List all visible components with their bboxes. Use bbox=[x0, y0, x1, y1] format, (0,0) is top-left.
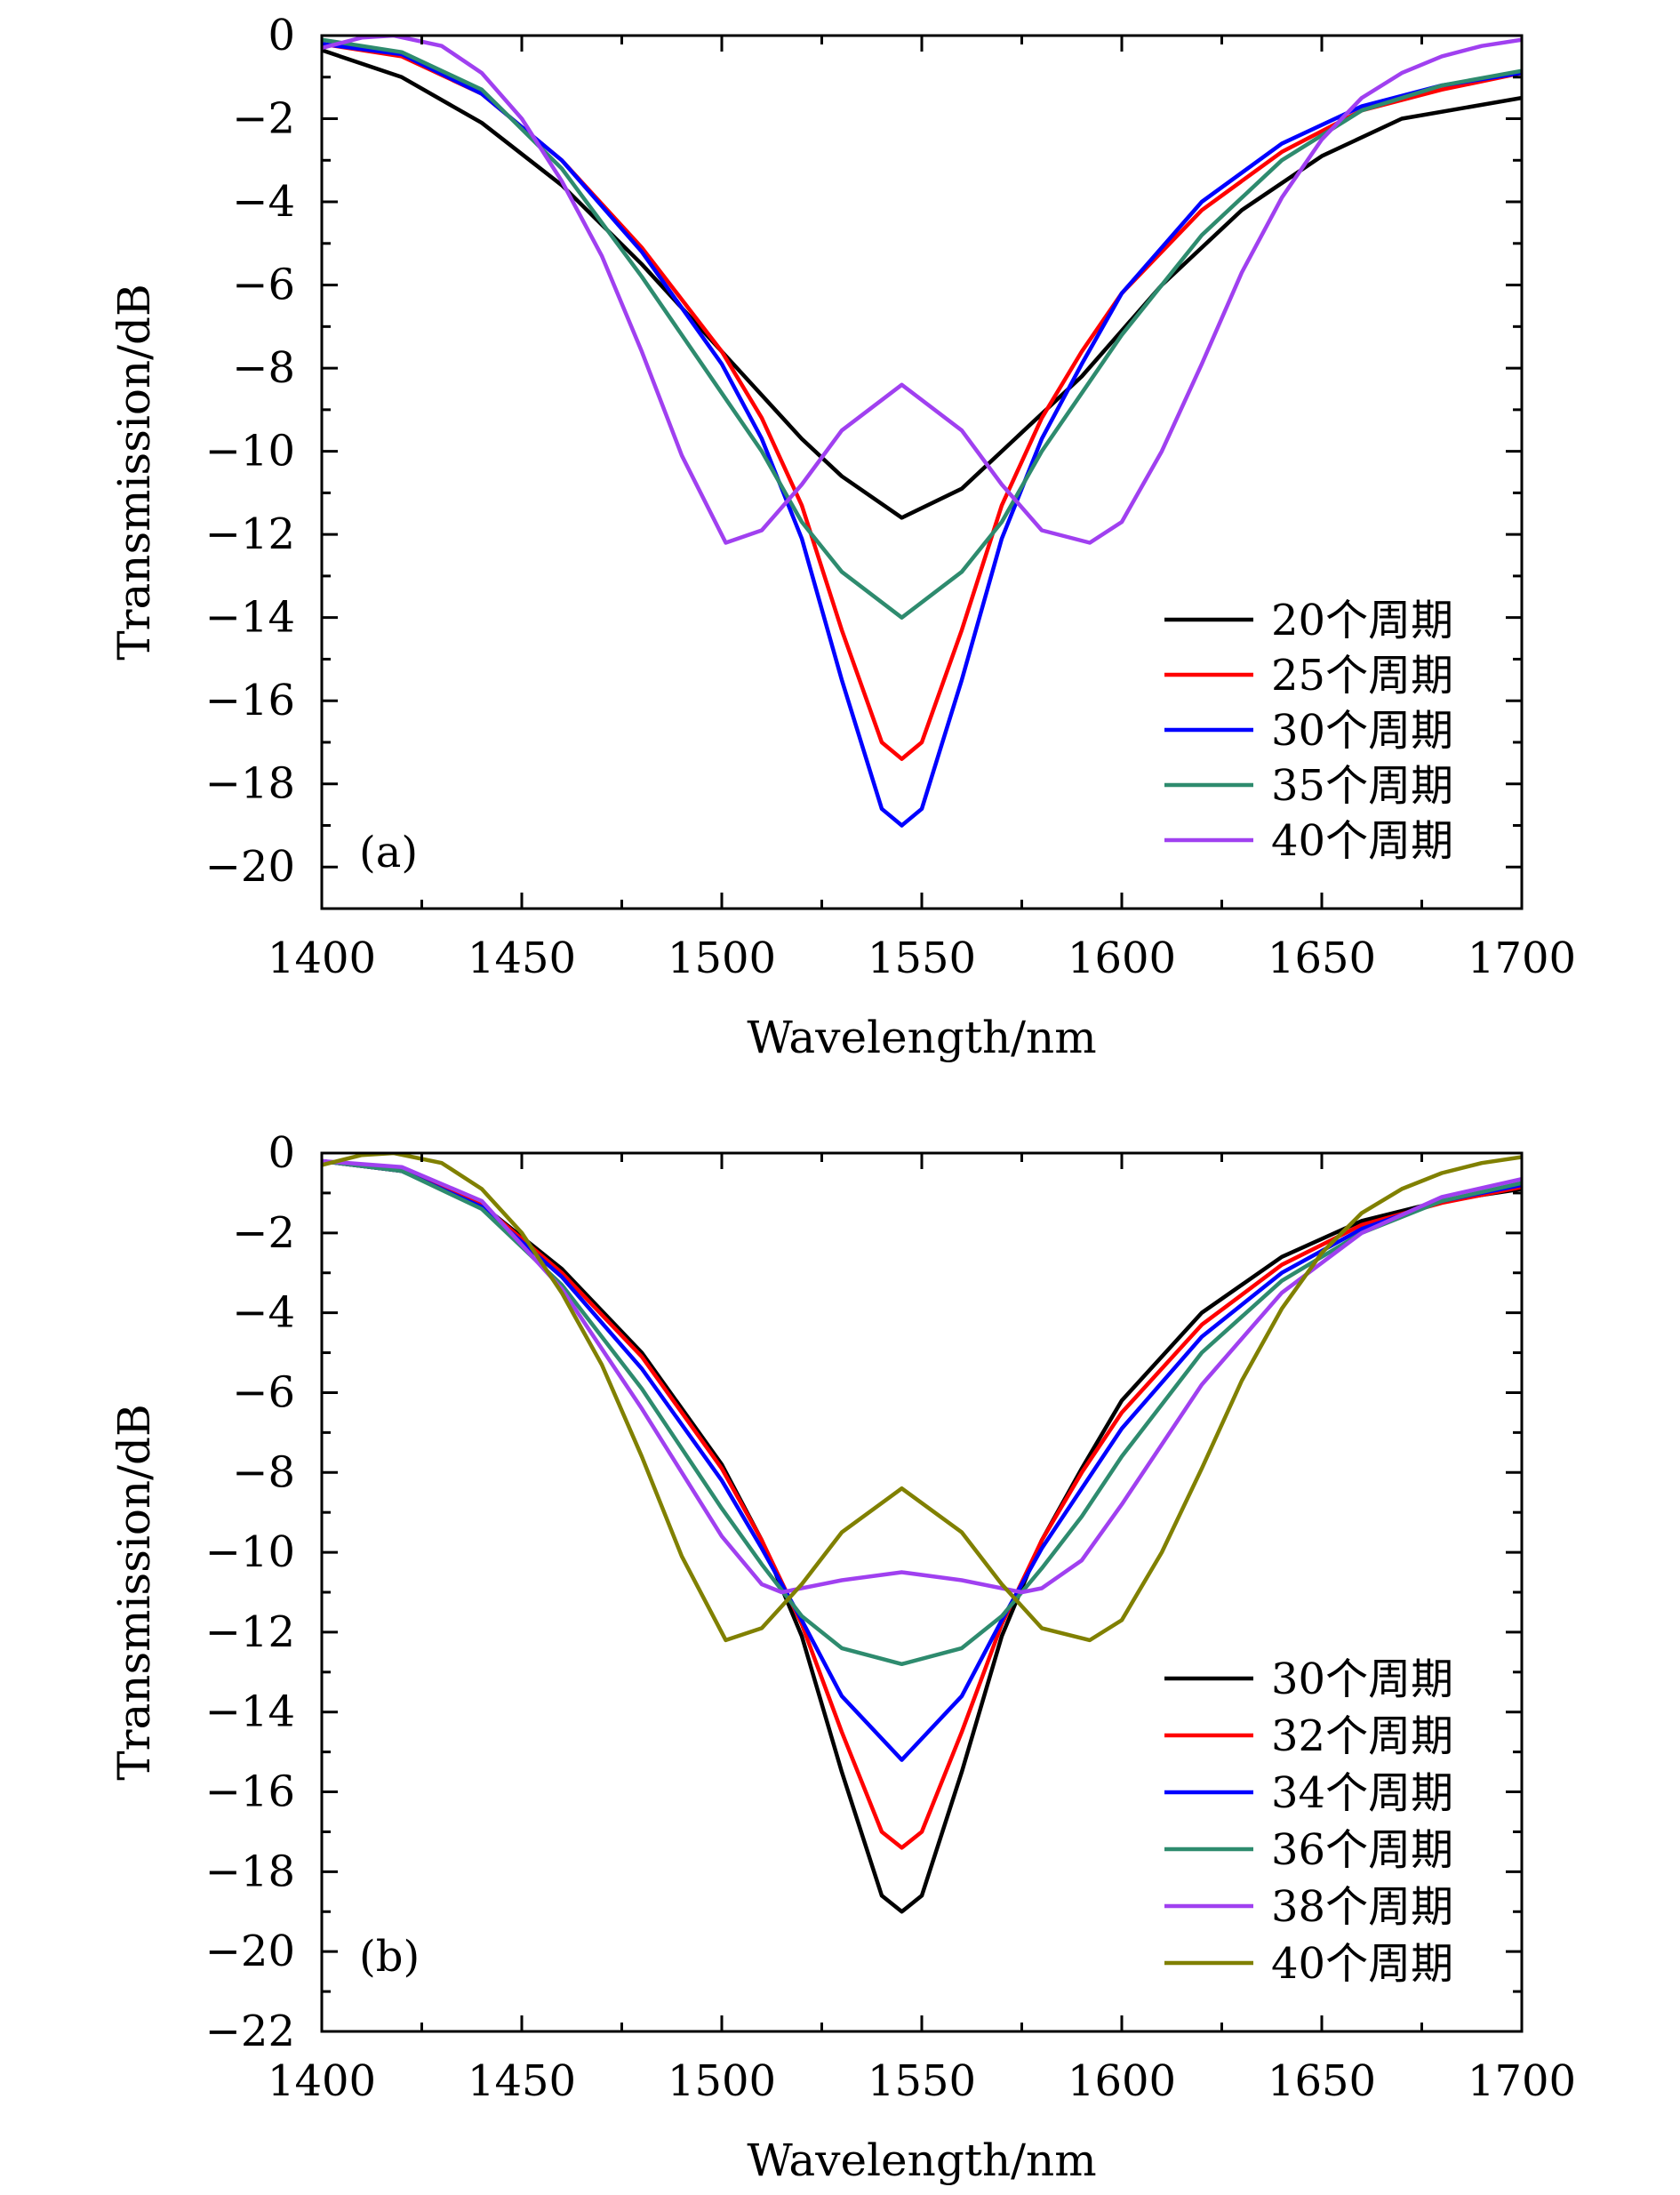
x-tick-label: 1650 bbox=[1268, 933, 1376, 983]
y-tick-label: −8 bbox=[232, 1447, 295, 1497]
y-tick-label: −16 bbox=[205, 676, 295, 725]
series-line-5 bbox=[322, 36, 1522, 545]
y-tick-label: −4 bbox=[232, 177, 295, 227]
y-tick-label: −14 bbox=[205, 1687, 295, 1737]
series-line-2 bbox=[322, 1158, 1522, 1850]
series-line-3 bbox=[322, 42, 1522, 828]
series-line-6 bbox=[322, 1153, 1522, 1643]
x-tick-label: 1600 bbox=[1068, 933, 1176, 983]
y-tick-label: −18 bbox=[205, 759, 295, 809]
x-tick-label: 1650 bbox=[1268, 2056, 1376, 2106]
legend-label: 25个周期 bbox=[1271, 651, 1453, 701]
x-tick-label: 1400 bbox=[268, 933, 376, 983]
legend-label: 34个周期 bbox=[1271, 1768, 1453, 1818]
panel-label: (b) bbox=[359, 1932, 420, 1982]
y-tick-label: −10 bbox=[205, 1527, 295, 1577]
y-tick-label: 0 bbox=[268, 11, 295, 60]
y-tick-label: 0 bbox=[268, 1128, 295, 1178]
y-tick-label: −12 bbox=[205, 509, 295, 559]
series-line-5 bbox=[322, 1158, 1522, 1595]
series-lines bbox=[322, 1153, 1522, 1914]
x-tick-label: 1400 bbox=[268, 2056, 376, 2106]
y-tick-label: −14 bbox=[205, 593, 295, 643]
y-tick-label: −2 bbox=[232, 94, 295, 144]
x-axis-title: Wavelength/nm bbox=[747, 2135, 1096, 2186]
y-tick-label: −6 bbox=[232, 260, 295, 310]
series-lines bbox=[322, 36, 1522, 828]
panel-label: (a) bbox=[359, 828, 418, 877]
legend: 30个周期 32个周期 34个周期 36个周期 38个周期 40个周期 bbox=[1164, 1654, 1453, 1989]
legend-label: 30个周期 bbox=[1271, 706, 1453, 756]
y-tick-label: −12 bbox=[205, 1607, 295, 1657]
x-tick-label: 1700 bbox=[1468, 933, 1576, 983]
legend-label: 38个周期 bbox=[1271, 1882, 1453, 1932]
y-axis-title: Transmission/dB bbox=[108, 284, 160, 661]
x-tick-label: 1500 bbox=[668, 933, 776, 983]
series-line-1 bbox=[322, 48, 1522, 520]
series-line-1 bbox=[322, 1158, 1522, 1914]
x-tick-label: 1450 bbox=[468, 2056, 576, 2106]
panel-a: 1400 1450 1500 1550 1600 1650 1700 0 −2 −4 −6 −8 −10… bbox=[108, 11, 1576, 1063]
y-tick-label: −4 bbox=[232, 1288, 295, 1338]
y-tick-label: −2 bbox=[232, 1208, 295, 1258]
x-tick-label: 1700 bbox=[1468, 2056, 1576, 2106]
panel-b: 1400 1450 1500 1550 1600 1650 1700 0 −2 −4 −6 −8 −10… bbox=[108, 1128, 1576, 2186]
y-tick-label: −22 bbox=[205, 2007, 295, 2056]
x-tick-label: 1500 bbox=[668, 2056, 776, 2106]
legend-label: 36个周期 bbox=[1271, 1825, 1453, 1875]
y-tick-label: −20 bbox=[205, 1927, 295, 1976]
x-tick-label: 1550 bbox=[868, 2056, 976, 2106]
y-axis-title: Transmission/dB bbox=[108, 1404, 160, 1781]
y-tick-label: −18 bbox=[205, 1847, 295, 1896]
x-tick-label: 1450 bbox=[468, 933, 576, 983]
legend-label: 30个周期 bbox=[1271, 1654, 1453, 1704]
y-tick-label: −8 bbox=[232, 343, 295, 393]
x-tick-label: 1600 bbox=[1068, 2056, 1176, 2106]
legend-label: 35个周期 bbox=[1271, 761, 1453, 811]
y-tick-label: −10 bbox=[205, 427, 295, 477]
y-tick-label: −20 bbox=[205, 842, 295, 892]
y-tick-label: −16 bbox=[205, 1767, 295, 1817]
legend-label: 40个周期 bbox=[1271, 1939, 1453, 1989]
x-axis-title: Wavelength/nm bbox=[747, 1012, 1096, 1063]
series-line-4 bbox=[322, 37, 1522, 620]
series-line-4 bbox=[322, 1158, 1522, 1667]
legend-label: 32个周期 bbox=[1271, 1711, 1453, 1761]
series-line-3 bbox=[322, 1158, 1522, 1762]
legend-label: 40个周期 bbox=[1271, 816, 1453, 866]
x-tick-label: 1550 bbox=[868, 933, 976, 983]
legend-label: 20个周期 bbox=[1271, 596, 1453, 645]
y-tick-label: −6 bbox=[232, 1367, 295, 1417]
